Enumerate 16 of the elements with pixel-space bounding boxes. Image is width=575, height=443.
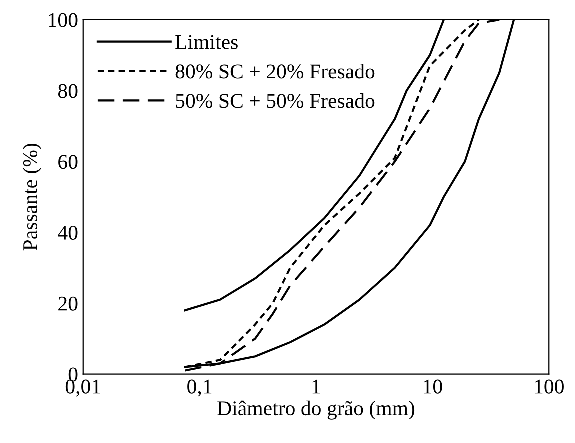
x-tick-label: 0,01: [66, 380, 100, 397]
x-axis-title: Diâmetro do grão (mm): [218, 400, 415, 420]
legend-label: 80% SC + 20% Fresado: [176, 64, 375, 79]
legend-label: Limites: [176, 35, 238, 50]
y-tick-label: 80: [58, 84, 78, 98]
y-axis-title: Passante (%): [22, 144, 42, 251]
legend-label: 50% SC + 50% Fresado: [176, 94, 375, 108]
y-tick-label: 60: [58, 155, 78, 170]
y-tick-label: 100: [49, 13, 78, 28]
y-tick-label: 20: [58, 296, 78, 311]
y-tick-label: 40: [58, 226, 78, 240]
x-tick-label: 100: [535, 380, 564, 394]
y-tick-label: 0: [68, 368, 78, 382]
x-tick-label: 0,1: [188, 380, 212, 397]
x-tick-label: 10: [424, 380, 442, 394]
x-tick-label: 1: [312, 380, 320, 394]
